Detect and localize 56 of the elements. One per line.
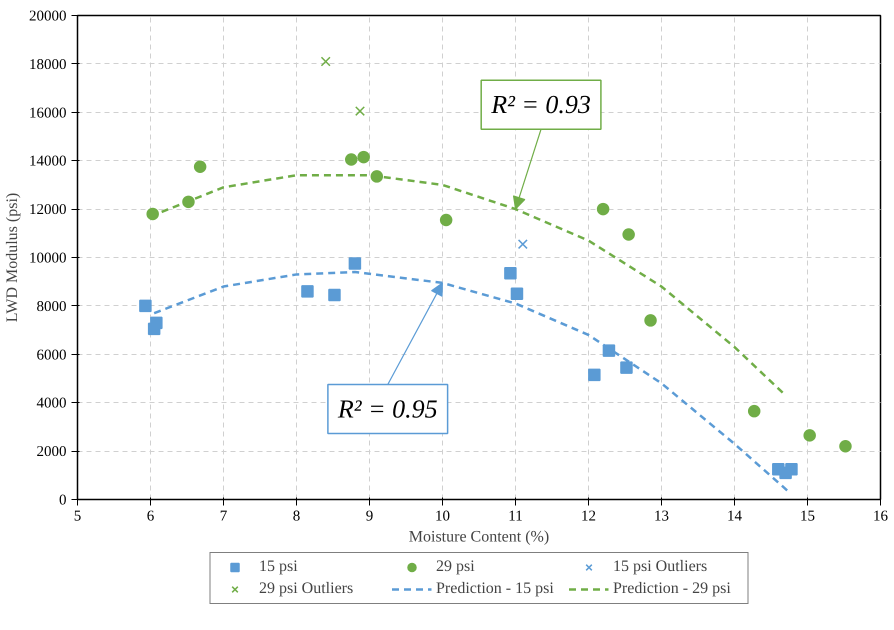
point [194, 160, 206, 173]
legend-label: Prediction - 15 psi [436, 580, 555, 598]
y-tick-label: 10000 [29, 250, 66, 266]
x-tick-label: 6 [146, 508, 155, 524]
y-axis-title: LWD Modulus (psi) [4, 192, 21, 322]
x-tick-label: 7 [220, 508, 228, 524]
point [357, 150, 370, 164]
y-tick-label: 18000 [29, 56, 66, 73]
point [320, 56, 331, 66]
y-tick-label: 6000 [36, 347, 66, 364]
point [588, 368, 601, 382]
x-tick-label: 8 [292, 508, 300, 524]
point [622, 228, 635, 241]
point [644, 314, 657, 327]
x-tick-label: 13 [654, 508, 669, 524]
y-tick-label: 0 [59, 492, 66, 508]
x-tick-label: 5 [74, 508, 82, 524]
legend-label: 15 psi [259, 558, 299, 576]
point [348, 257, 362, 270]
x-axis-title: Moisture Content (%) [408, 528, 550, 546]
x-tick-label: 10 [435, 508, 450, 524]
point [596, 202, 610, 216]
annotation: R² = 0.93 [490, 90, 591, 120]
legend-label: 29 psi Outliers [259, 580, 354, 598]
point [139, 300, 152, 312]
y-tick-label: 12000 [29, 202, 66, 218]
point [803, 429, 816, 442]
y-tick-label: 20000 [29, 8, 66, 24]
y-tick-label: 14000 [29, 154, 66, 170]
annotation: R² = 0.95 [336, 394, 438, 424]
point [301, 285, 314, 298]
point [345, 153, 358, 166]
legend-label: 29 psi [436, 558, 476, 576]
x-tick-label: 14 [727, 508, 742, 524]
point [440, 214, 452, 226]
point [510, 288, 524, 300]
x-tick-label: 15 [800, 508, 815, 524]
x-tick-label: 9 [366, 508, 374, 524]
point [518, 239, 528, 250]
x-tick-label: 16 [873, 508, 888, 524]
point [839, 440, 852, 452]
x-tick-label: 11 [508, 508, 523, 524]
y-tick-label: 8000 [36, 298, 66, 315]
point [620, 361, 633, 374]
y-tick-label: 16000 [29, 105, 66, 122]
point [504, 266, 517, 280]
point [355, 106, 366, 116]
legend-label: Prediction - 29 psi [613, 580, 732, 598]
legend-label: 15 psi Outliers [613, 558, 708, 576]
point [748, 404, 760, 418]
point [328, 288, 341, 302]
x-tick-label: 12 [581, 508, 596, 524]
y-tick-label: 2000 [36, 444, 66, 460]
point [150, 316, 163, 330]
point [785, 463, 798, 476]
y-tick-label: 4000 [36, 396, 66, 412]
